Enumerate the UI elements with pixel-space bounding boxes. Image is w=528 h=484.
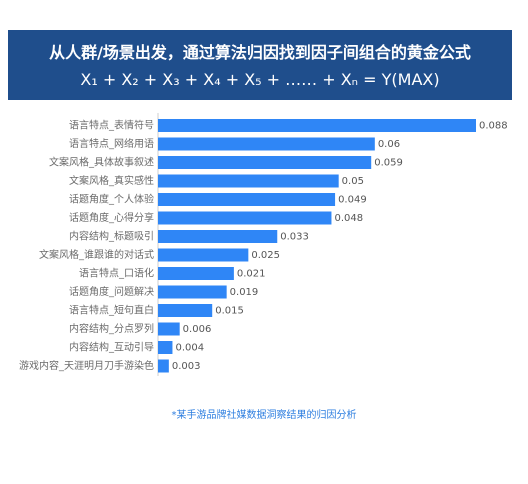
footnote: *某手游品牌社媒数据洞察结果的归因分析 — [171, 410, 357, 421]
bar — [158, 359, 169, 373]
bar-chart: 语言特点_表情符号 0.088 语言特点_网络用语 0.06 文案风格_具体故事叙述 0.… — [19, 113, 508, 376]
bar — [158, 156, 372, 169]
category-label: 文案风格_谁跟谁的对话式 — [39, 248, 154, 261]
category-label: 内容结构_互动引导 — [69, 341, 154, 354]
category-label: 语言特点_短句直白 — [69, 304, 154, 317]
bar — [158, 230, 278, 243]
bar — [158, 285, 227, 299]
bar — [158, 174, 339, 188]
value-label: 0.006 — [183, 324, 212, 335]
value-label: 0.049 — [338, 195, 367, 206]
category-label: 文案风格_具体故事叙述 — [49, 156, 154, 169]
bar — [158, 267, 234, 280]
bar — [158, 248, 249, 262]
bar — [158, 211, 332, 225]
value-label: 0.015 — [215, 306, 244, 317]
value-label: 0.025 — [251, 250, 280, 261]
bar — [158, 341, 173, 354]
category-label: 游戏内容_天涯明月刀手游染色 — [19, 359, 154, 372]
value-label: 0.088 — [479, 121, 508, 132]
category-label: 内容结构_分点罗列 — [69, 322, 154, 335]
bar — [158, 322, 180, 336]
formula-text: X₁ + X₂ + X₃ + X₄ + X₅ + …… + Xₙ = Y(MAX… — [80, 70, 440, 89]
category-label: 话题角度_问题解决 — [69, 285, 154, 298]
value-label: 0.033 — [280, 232, 309, 243]
bar — [158, 304, 213, 317]
category-label: 语言特点_口语化 — [79, 267, 154, 280]
value-label: 0.003 — [172, 361, 201, 372]
category-label: 语言特点_表情符号 — [69, 119, 154, 132]
category-label: 文案风格_真实感性 — [69, 174, 154, 187]
value-label: 0.059 — [374, 158, 403, 169]
category-label: 内容结构_标题吸引 — [69, 230, 154, 243]
value-label: 0.019 — [230, 287, 259, 298]
bar — [158, 193, 336, 206]
value-label: 0.05 — [342, 176, 364, 187]
bar — [158, 137, 375, 151]
chart-header: 从人群/场景出发，通过算法归因找到因子间组合的黄金公式 X₁ + X₂ + X₃… — [8, 30, 512, 100]
category-label: 话题角度_个人体验 — [69, 193, 154, 206]
category-label: 话题角度_心得分享 — [69, 211, 154, 224]
category-label: 语言特点_网络用语 — [69, 137, 154, 150]
chart-title: 从人群/场景出发，通过算法归因找到因子间组合的黄金公式 — [49, 43, 471, 62]
value-label: 0.06 — [378, 139, 400, 150]
value-label: 0.004 — [175, 343, 204, 354]
bar — [158, 119, 476, 132]
value-label: 0.021 — [237, 269, 266, 280]
value-label: 0.048 — [334, 213, 363, 224]
